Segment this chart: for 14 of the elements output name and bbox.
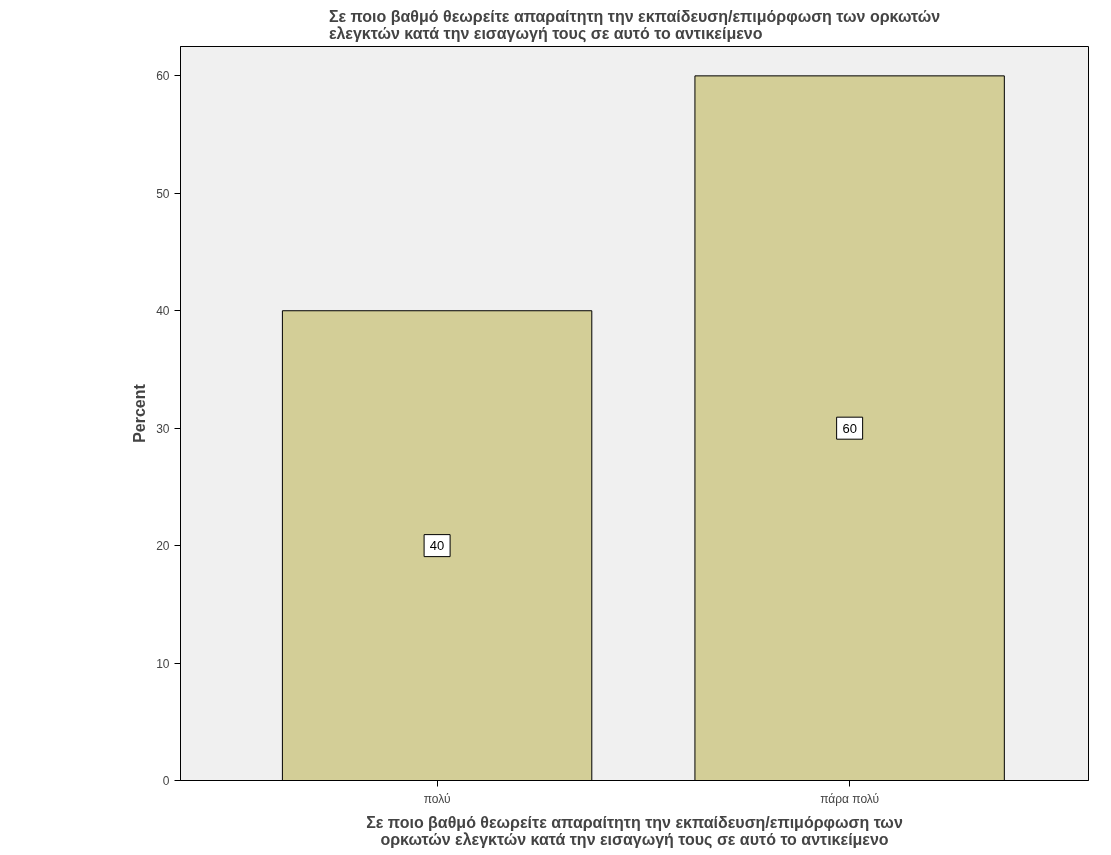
y-tick-label: 20: [156, 539, 170, 554]
data-label: 60: [842, 420, 857, 436]
data-label: 40: [429, 538, 445, 554]
y-tick-label: 60: [156, 69, 170, 84]
y-tick-label: 10: [156, 656, 170, 671]
x-tick-label: πολύ: [423, 791, 451, 806]
y-tick-label: 40: [156, 304, 170, 319]
y-tick-label: 0: [162, 774, 170, 788]
x-axis-title: Σε ποιο βαθμό θεωρείτε απαραίτητη την εκπαίδευση/επιμόρφωση των ορκωτών ελεγκτών κατά την εισαγωγή τους σε αυτό το αντικείμενο: [366, 813, 903, 849]
y-tick-label: 30: [156, 421, 170, 436]
x-tick-label: πάρα πολύ: [820, 791, 880, 806]
y-axis-title: Percent: [131, 383, 149, 443]
chart-title: Σε ποιο βαθμό θεωρείτε απαραίτητη την εκπαίδευση/επιμόρφωση των ορκωτών ελεγκτών κατά την εισαγωγή τους σε αυτό το αντικείμενο: [328, 7, 941, 43]
y-tick-label: 50: [156, 186, 170, 201]
